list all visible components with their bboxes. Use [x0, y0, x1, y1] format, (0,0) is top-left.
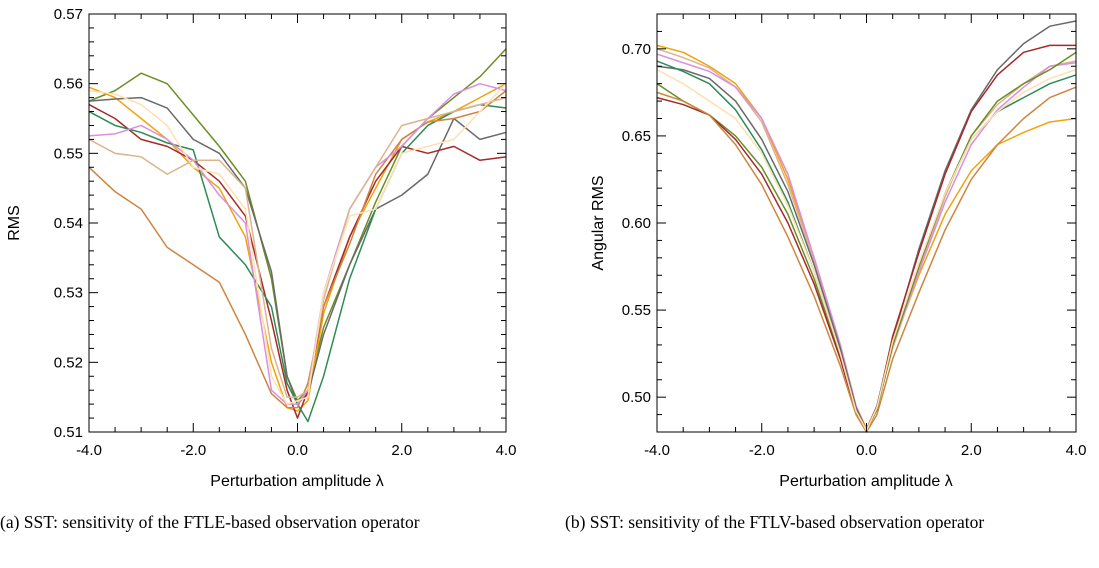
chart-a-series-line-7 — [88, 82, 507, 405]
chart-b-x-axis-label: Perturbation amplitude λ — [779, 473, 952, 490]
chart-b-x-tick-label: -4.0 — [644, 442, 670, 459]
chart-b-series-line-4 — [656, 20, 1077, 432]
chart-a-x-axis-label: Perturbation amplitude λ — [210, 473, 383, 490]
chart-b-y-tick-label: 0.65 — [622, 128, 651, 145]
chart-a-ticks — [88, 13, 507, 433]
chart-b-y-tick-label: 0.70 — [622, 41, 651, 58]
chart-a-y-tick-label: 0.52 — [54, 354, 83, 371]
chart-a-x-tick-label: 2.0 — [391, 442, 412, 459]
chart-a-x-tick-label: -2.0 — [180, 442, 206, 459]
chart-a-series-layer — [88, 48, 507, 423]
chart-a-tick-labels: -4.0 -2.0 0.0 2.0 4.0 0.51 0.52 0.53 0.54 0.55 0.5… — [54, 6, 517, 459]
chart-b-series-layer — [656, 20, 1077, 433]
chart-a-y-tick-label: 0.55 — [54, 145, 83, 162]
chart-b-series-line-2 — [656, 48, 1077, 432]
chart-b-caption: (b) SST: sensitivity of the FTLV-based o… — [565, 512, 985, 532]
chart-b-series-line-3 — [656, 53, 1077, 432]
chart-b-x-tick-label: 2.0 — [961, 442, 982, 459]
chart-a-x-tick-label: 0.0 — [287, 442, 308, 459]
chart-b-ticks — [656, 13, 1077, 433]
chart-a-series-line-6 — [88, 90, 507, 409]
figure: -4.0 -2.0 0.0 2.0 4.0 0.51 0.52 0.53 0.54 0.55 0.5… — [6, 6, 1087, 490]
chart-a-y-tick-label: 0.51 — [54, 424, 83, 441]
chart-b-y-tick-label: 0.55 — [622, 302, 651, 319]
chart-b: -4.0 -2.0 0.0 2.0 4.0 0.50 0.55 0.60 0.65 0.70 Pe… — [590, 13, 1087, 490]
chart-a-series-line-2 — [88, 83, 507, 412]
chart-a-y-tick-label: 0.56 — [54, 76, 83, 93]
chart-a-y-axis-label: RMS — [6, 205, 23, 241]
chart-a-y-tick-label: 0.57 — [54, 6, 83, 23]
chart-a-series-line-4 — [88, 103, 507, 419]
chart-a-x-tick-label: 4.0 — [496, 442, 517, 459]
chart-b-y-tick-label: 0.50 — [622, 389, 651, 406]
chart-a-series-line-8 — [88, 96, 507, 398]
chart-b-series-line-6 — [656, 51, 1077, 432]
chart-b-series-line-8 — [656, 86, 1077, 433]
chart-a-caption: (a) SST: sensitivity of the FTLE-based o… — [0, 512, 420, 532]
chart-b-y-tick-label: 0.60 — [622, 215, 651, 232]
chart-a-series-line-5 — [88, 103, 507, 423]
chart-b-tick-labels: -4.0 -2.0 0.0 2.0 4.0 0.50 0.55 0.60 0.65 0.70 — [622, 41, 1087, 459]
chart-b-plot-frame — [656, 13, 1077, 433]
chart-b-x-tick-label: -2.0 — [749, 442, 775, 459]
chart-a-series-line-9 — [88, 83, 507, 405]
chart-a-series-line-3 — [88, 96, 507, 405]
chart-b-x-tick-label: 4.0 — [1066, 442, 1087, 459]
chart-b-y-axis-label: Angular RMS — [590, 175, 607, 270]
chart-a-x-tick-label: -4.0 — [76, 442, 102, 459]
chart-b-series-line-5 — [656, 60, 1077, 432]
chart-a-y-tick-label: 0.54 — [54, 215, 83, 232]
chart-a-y-tick-label: 0.53 — [54, 285, 83, 302]
chart-b-x-tick-label: 0.0 — [856, 442, 877, 459]
chart-a: -4.0 -2.0 0.0 2.0 4.0 0.51 0.52 0.53 0.54 0.55 0.5… — [6, 6, 516, 490]
